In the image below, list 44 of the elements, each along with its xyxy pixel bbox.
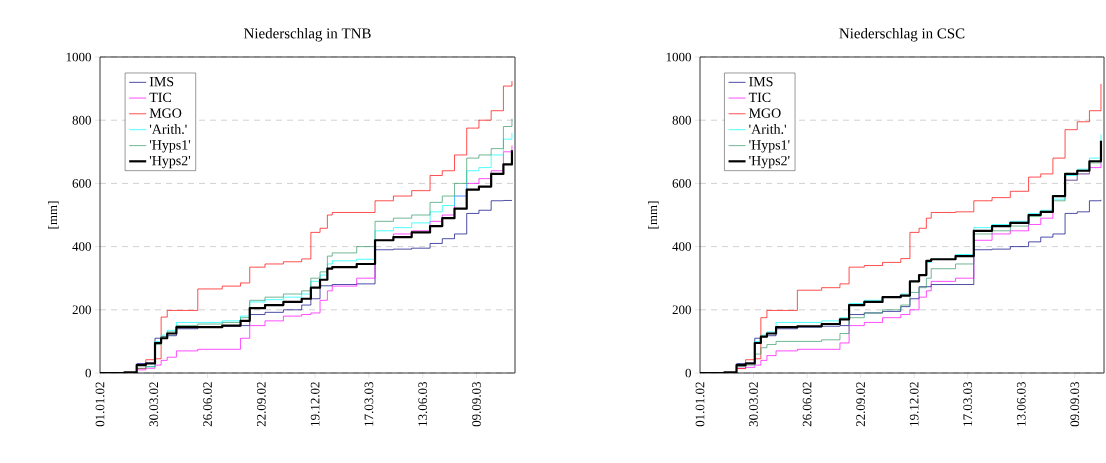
y-tick-label: 0 bbox=[85, 368, 91, 378]
legend-label: 'Arith.' bbox=[149, 124, 187, 134]
y-tick-label: 1000 bbox=[666, 52, 691, 62]
y-tick-label: 600 bbox=[72, 179, 91, 188]
legend-label: TIC bbox=[149, 92, 171, 103]
y-tick-label: 800 bbox=[672, 115, 691, 125]
legend-label: TIC bbox=[748, 92, 771, 103]
legend-label: IMS bbox=[149, 76, 174, 87]
x-tick-label: 30.03.02 bbox=[749, 382, 758, 427]
y-tick-label: 400 bbox=[72, 242, 91, 251]
y-tick-label: 400 bbox=[672, 242, 691, 251]
x-tick-label: 17.03.03 bbox=[963, 382, 973, 426]
chart-title: Niederschlag in CSC bbox=[839, 27, 965, 42]
legend-label: 'Hyps2' bbox=[749, 155, 790, 169]
x-tick-label: 13.06.03 bbox=[1016, 382, 1026, 426]
chart-title: Niederschlag in TNB bbox=[244, 27, 371, 42]
x-tick-label: 01.01.02 bbox=[95, 382, 105, 427]
x-tick-label: 13.06.03 bbox=[418, 382, 428, 426]
x-tick-label: 17.03.03 bbox=[364, 382, 374, 426]
y-axis-title: [mm] bbox=[648, 201, 659, 229]
legend-label: 'Hyps2' bbox=[149, 155, 191, 169]
y-tick-label: 200 bbox=[72, 305, 91, 315]
legend-label: 'Hyps1' bbox=[749, 140, 790, 153]
x-tick-label: 30.03.02 bbox=[149, 382, 159, 427]
x-tick-label: 09.09.03 bbox=[472, 382, 481, 427]
x-tick-label: 26.06.02 bbox=[203, 382, 212, 427]
y-tick-label: 600 bbox=[672, 179, 691, 188]
x-tick-label: 01.01.02 bbox=[695, 382, 705, 427]
legend-label: MGO bbox=[149, 108, 182, 118]
legend-label: MGO bbox=[749, 108, 781, 118]
y-tick-label: 1000 bbox=[66, 52, 91, 62]
x-tick-label: 22.09.02 bbox=[856, 382, 866, 427]
x-tick-label: 19.12.02 bbox=[909, 382, 919, 426]
y-axis-title: [mm] bbox=[48, 201, 59, 229]
legend-label: IMS bbox=[749, 76, 773, 87]
y-tick-label: 0 bbox=[685, 368, 691, 378]
y-tick-label: 200 bbox=[672, 305, 691, 315]
legend-label: 'Arith.' bbox=[749, 124, 786, 134]
legend-label: 'Hyps1' bbox=[149, 140, 191, 153]
x-tick-label: 19.12.02 bbox=[310, 382, 320, 426]
x-tick-label: 22.09.02 bbox=[256, 382, 266, 427]
y-tick-label: 800 bbox=[72, 115, 91, 125]
x-tick-label: 26.06.02 bbox=[802, 382, 812, 427]
x-tick-label: 09.09.03 bbox=[1070, 382, 1080, 427]
